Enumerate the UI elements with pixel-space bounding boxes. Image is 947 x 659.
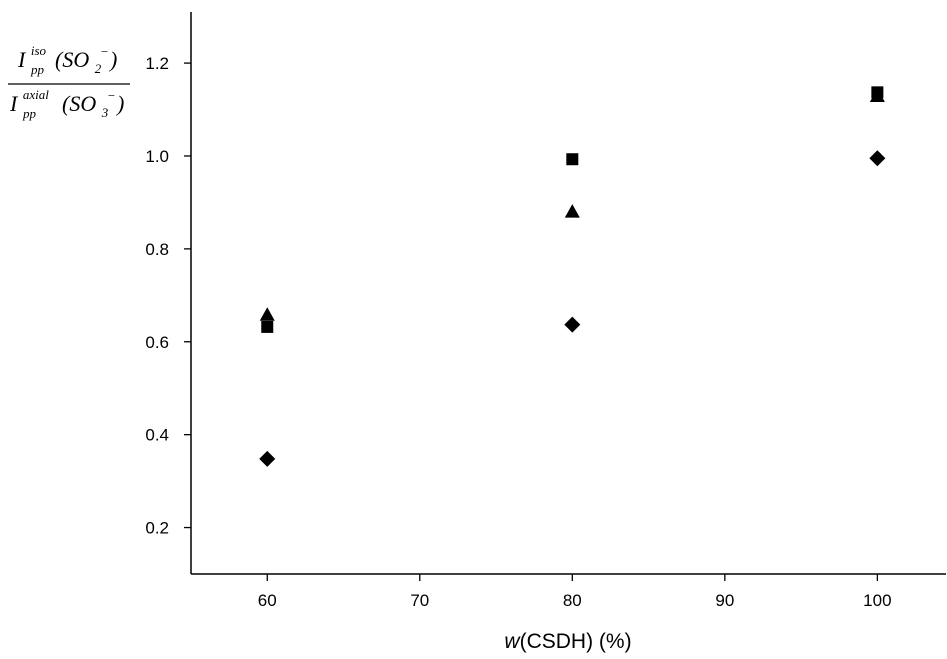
ylabel-den-arg-sup: − [107,88,116,103]
ylabel-num-arg: (SO [55,47,89,72]
x-tick-label: 90 [715,591,734,610]
x-axis-title-rest: (CSDH) (%) [520,630,632,653]
y-tick-label: 1.0 [145,147,169,166]
x-tick-label: 60 [258,591,277,610]
y-tick-label: 0.6 [145,333,169,352]
y-tick-label: 0.2 [145,519,169,538]
triangle-point [564,204,580,218]
y-axis-title-denominator: I axial pp (SO 3 − ) [9,79,124,123]
y-tick-label: 0.8 [145,240,169,259]
ylabel-num-sub: pp [30,62,45,77]
x-tick-label: 70 [410,591,429,610]
y-tick-label: 1.2 [145,54,169,73]
x-axis-title: w(CSDH) (%) [504,630,631,653]
ylabel-den-arg-sub: 3 [101,105,109,120]
x-axis-title-italic: w [504,630,521,653]
data-markers [259,86,886,467]
diamond-point [259,450,276,467]
axes [190,12,946,575]
y-axis-title: I iso pp (SO 2 − ) I axial pp (SO 3 − ) [8,35,130,123]
diamond-point [869,150,886,167]
ylabel-num-sup: iso [31,43,47,58]
x-tick-label: 100 [863,591,891,610]
square-point [566,153,579,166]
tick-labels: 60 70 80 90 100 0.2 0.4 0.6 0.8 1.0 1.2 [145,54,891,610]
ylabel-den-sup: axial [23,87,49,102]
triangle-point [259,307,275,321]
ylabel-den-close: ) [115,91,124,116]
diamond-point [564,316,581,333]
square-point [261,320,274,333]
triangle-point [869,88,885,103]
y-tick-label: 0.4 [145,426,169,445]
ylabel-num-close: ) [108,47,117,72]
ylabel-den-sub: pp [22,106,37,121]
y-axis-title-numerator: I iso pp (SO 2 − ) [17,35,117,79]
ticks [184,62,879,581]
ylabel-num-arg-sup: − [100,44,109,59]
ylabel-den-base: I [9,91,19,116]
ylabel-den-arg: (SO [62,91,96,116]
x-tick-label: 80 [563,591,582,610]
ylabel-num-base: I [17,47,27,72]
ylabel-num-arg-sub: 2 [95,61,102,76]
